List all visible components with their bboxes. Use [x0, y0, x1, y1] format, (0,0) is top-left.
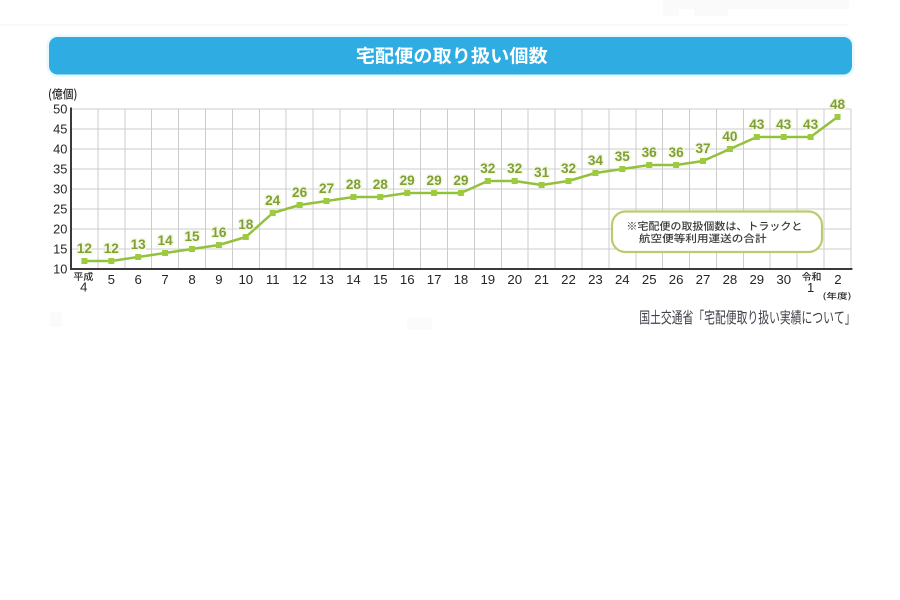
- svg-text:1: 1: [807, 280, 814, 295]
- svg-text:30: 30: [776, 272, 791, 287]
- svg-text:43: 43: [776, 117, 792, 132]
- svg-text:27: 27: [696, 272, 711, 287]
- svg-text:32: 32: [480, 161, 496, 176]
- svg-text:29: 29: [427, 173, 443, 188]
- svg-text:16: 16: [211, 225, 227, 240]
- svg-text:11: 11: [266, 272, 280, 287]
- svg-text:10: 10: [53, 262, 67, 277]
- svg-text:50: 50: [53, 102, 67, 117]
- svg-text:25: 25: [53, 202, 67, 217]
- svg-text:19: 19: [480, 272, 495, 287]
- svg-text:40: 40: [722, 129, 737, 144]
- svg-text:8: 8: [188, 272, 195, 287]
- svg-text:18: 18: [454, 272, 469, 287]
- svg-text:20: 20: [53, 222, 67, 237]
- svg-text:28: 28: [373, 177, 389, 192]
- svg-text:29: 29: [749, 272, 764, 287]
- svg-text:26: 26: [669, 272, 684, 287]
- svg-text:28: 28: [723, 272, 738, 287]
- svg-text:29: 29: [400, 173, 416, 188]
- svg-text:27: 27: [319, 181, 334, 196]
- svg-text:43: 43: [749, 117, 765, 132]
- svg-text:37: 37: [695, 141, 710, 156]
- svg-text:24: 24: [265, 193, 281, 208]
- svg-text:7: 7: [161, 272, 168, 287]
- svg-text:14: 14: [346, 272, 361, 287]
- svg-text:18: 18: [238, 217, 254, 232]
- svg-text:15: 15: [184, 229, 200, 244]
- svg-text:15: 15: [53, 242, 67, 257]
- svg-text:48: 48: [830, 97, 846, 112]
- svg-text:5: 5: [108, 272, 115, 287]
- svg-text:30: 30: [53, 182, 67, 197]
- svg-text:12: 12: [292, 272, 307, 287]
- svg-text:10: 10: [238, 272, 253, 287]
- svg-text:34: 34: [588, 153, 604, 168]
- svg-text:26: 26: [292, 185, 308, 200]
- svg-text:25: 25: [642, 272, 657, 287]
- svg-text:20: 20: [507, 272, 522, 287]
- svg-text:28: 28: [346, 177, 362, 192]
- svg-text:9: 9: [215, 272, 222, 287]
- svg-text:12: 12: [77, 241, 93, 256]
- svg-text:6: 6: [135, 272, 142, 287]
- svg-text:15: 15: [373, 272, 388, 287]
- svg-text:4: 4: [80, 280, 87, 295]
- svg-text:43: 43: [803, 117, 819, 132]
- svg-text:32: 32: [561, 161, 577, 176]
- svg-text:12: 12: [104, 241, 120, 256]
- svg-text:45: 45: [53, 122, 67, 137]
- svg-text:40: 40: [53, 142, 67, 157]
- svg-text:31: 31: [534, 165, 550, 180]
- svg-text:2: 2: [834, 272, 841, 287]
- svg-text:14: 14: [158, 233, 174, 248]
- svg-text:17: 17: [427, 272, 442, 287]
- svg-text:16: 16: [400, 272, 415, 287]
- svg-text:36: 36: [669, 145, 685, 160]
- svg-text:23: 23: [588, 272, 603, 287]
- svg-text:35: 35: [53, 162, 67, 177]
- svg-text:36: 36: [642, 145, 658, 160]
- svg-text:22: 22: [561, 272, 576, 287]
- svg-text:24: 24: [615, 272, 630, 287]
- svg-text:21: 21: [534, 272, 549, 287]
- svg-text:29: 29: [453, 173, 469, 188]
- svg-text:35: 35: [615, 149, 631, 164]
- svg-text:32: 32: [507, 161, 523, 176]
- svg-text:13: 13: [131, 237, 147, 252]
- svg-text:13: 13: [319, 272, 334, 287]
